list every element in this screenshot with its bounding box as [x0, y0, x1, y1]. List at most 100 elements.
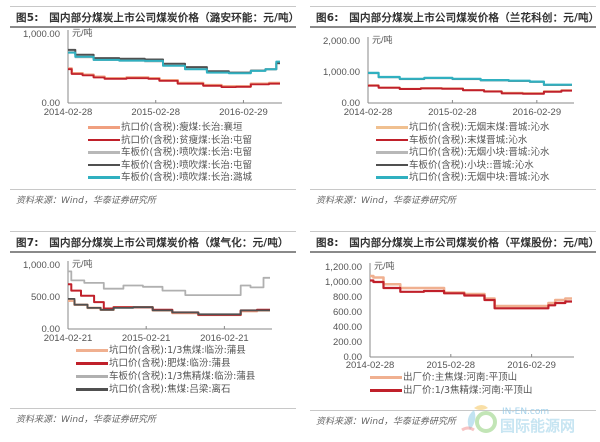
legend-item: 坑口价(含税):肥煤:临汾:蒲县	[76, 358, 231, 370]
source-note: 资料来源：Wind，华泰证券研究所	[16, 196, 156, 206]
y-tick-label: 800.00	[333, 292, 362, 303]
series-line-5	[368, 71, 572, 86]
series-line-3	[68, 51, 280, 75]
y-tick-label: 2,000.00	[323, 36, 360, 47]
legend-label: 抗口价(含税):瘦煤:长治:襄垣	[121, 122, 243, 133]
series-line-4	[68, 48, 280, 74]
legend-swatch	[376, 138, 408, 142]
watermark-logo: IN-EN.com 国际能源网	[460, 400, 590, 436]
y-tick-label: 400.00	[333, 322, 362, 333]
legend-item: 抗口价(含税):贫瘦煤:长治:屯留	[88, 135, 252, 147]
divider	[310, 251, 596, 253]
legend-label: 车板价(含税):喷吹煤:长治:屯留	[121, 147, 253, 158]
divider	[10, 251, 296, 253]
source-note: 资料来源：Wind，华泰证券研究所	[316, 196, 456, 206]
watermark-brand-cn: 国际能源网	[500, 417, 575, 435]
series-line-2	[368, 84, 572, 95]
y-tick-label: 0.00	[342, 98, 361, 109]
legend-swatch	[370, 389, 402, 392]
legend-label: 坑口价(含税):无烟末煤:晋城:沁水	[409, 122, 550, 133]
legend-swatch	[88, 126, 120, 129]
x-tick-label: 2016-02-29	[219, 107, 268, 118]
y-tick-label: 0.00	[42, 98, 61, 109]
legend-swatch	[88, 151, 120, 154]
x-tick-label: 2016-02-21	[200, 333, 249, 344]
source-note: 资料来源：Wind，华泰证券研究所	[316, 417, 456, 427]
divider	[10, 6, 296, 7]
chart-panel-fig5: 图5: 国内部分煤炭上市公司煤炭价格（潞安环能：元/吨） 元/吨 1,000.00…	[2, 2, 300, 217]
legend-item: 抗口价(含税):瘦煤:长治:襄垣	[88, 122, 243, 134]
x-tick-label: 2015-02-28	[426, 360, 475, 368]
series-line-3	[68, 270, 270, 296]
series-line-1	[370, 274, 572, 308]
legend-label: 坑口价(含税):无烟中块:晋城:沁水	[409, 172, 550, 183]
y-axis-unit-label: 元/吨	[374, 260, 395, 271]
divider	[10, 189, 296, 190]
y-tick-label: 1,000.00	[323, 67, 360, 78]
watermark-brand-en: IN-EN.com	[502, 407, 549, 417]
y-axis-unit-label: 元/吨	[72, 258, 93, 269]
legend-item: 坑口价(含税):无烟中块:晋城:沁水	[376, 172, 550, 184]
line-chart: 元/吨 1,200.00 1,000.00 800.00 600.00 400.00 200…	[325, 260, 574, 371]
chart-title: 图5: 国内部分煤炭上市公司煤炭价格（潞安环能：元/吨）	[16, 12, 300, 24]
series-line-2	[68, 68, 280, 88]
y-tick-label: 1,000.00	[23, 29, 60, 40]
y-tick-label: 1,000.00	[325, 277, 362, 288]
legend-label: 出厂价:1/3焦精煤:河南:平顶山	[403, 385, 533, 396]
divider	[10, 26, 296, 28]
legend-item: 出厂价:主焦煤:河南:平顶山	[370, 372, 517, 384]
legend-label: 出厂价:主焦煤:河南:平顶山	[403, 372, 518, 383]
legend-item: 坑口价(含税):焦煤:吕梁:离石	[76, 384, 231, 396]
legend-item: 车板价(含税):末煤晋城:沁水	[376, 135, 527, 147]
legend-swatch	[76, 375, 108, 378]
divider	[310, 26, 596, 28]
y-tick-label: 0.00	[344, 352, 363, 363]
legend-swatch	[376, 176, 408, 179]
series-line-2	[370, 279, 572, 310]
x-tick-label: 2016-02-29	[513, 107, 562, 118]
divider	[310, 189, 596, 190]
y-tick-label: 1,000.00	[23, 260, 60, 271]
legend-swatch	[88, 138, 120, 142]
legend-item: 车板价(含税):喷吹煤:长治:屯留	[88, 147, 252, 159]
divider	[310, 410, 596, 411]
y-tick-label: 500.00	[31, 292, 60, 303]
legend-swatch	[88, 176, 120, 179]
x-tick-label: 2014-02-28	[344, 107, 393, 118]
legend-label: 车板价(含税):小块::晋城:沁水	[409, 159, 534, 171]
legend-item: 坑口价(含税):无烟小块:晋城:沁水	[376, 147, 550, 159]
divider	[10, 408, 296, 409]
x-tick-label: 2014-02-28	[44, 107, 93, 118]
legend-item: 车板价(含税):喷吹煤:长治:屯留	[88, 160, 252, 172]
divider	[310, 231, 596, 232]
divider	[310, 6, 596, 7]
y-tick-label: 200.00	[333, 337, 362, 348]
legend-swatch	[88, 163, 120, 167]
source-note: 资料来源：Wind，华泰证券研究所	[16, 415, 156, 425]
legend-item: 车板价(含税):1/3焦精煤:临汾:蒲县	[76, 371, 255, 383]
legend-swatch	[376, 163, 408, 167]
x-tick-label: 2015-02-28	[131, 107, 180, 118]
legend-swatch	[76, 388, 108, 391]
series-line-1	[368, 84, 572, 95]
legend-label: 抗口价(含税):贫瘦煤:长治:屯留	[121, 134, 253, 146]
y-tick-label: 1,200.00	[325, 262, 362, 273]
chart-title: 图6: 国内部分煤炭上市公司煤炭价格（兰花科创：元/吨）	[316, 12, 600, 24]
x-tick-label: 2016-02-29	[507, 360, 556, 368]
x-tick-label: 2014-02-28	[346, 360, 395, 368]
series-line-4	[68, 298, 270, 316]
y-axis-unit-label: 元/吨	[72, 28, 93, 38]
legend-label: 坑口价(含税):无烟小块:晋城:沁水	[409, 147, 550, 158]
legend-item: 坑口价(含税):无烟末煤:晋城:沁水	[376, 122, 550, 134]
legend-swatch	[376, 126, 408, 129]
plot-area: 元/吨 1,000.00 500.00 0.00 2014-02-21 2015-02-2…	[2, 253, 298, 345]
series-line-5	[68, 51, 280, 75]
plot-area: 元/吨 2,000.00 1,000.00 0.00 2014-02-28 2015-02…	[302, 28, 598, 120]
y-tick-label: 600.00	[333, 307, 362, 318]
x-tick-label: 2015-02-21	[122, 333, 171, 344]
legend-swatch	[376, 151, 408, 154]
divider	[10, 231, 296, 232]
legend-label: 车板价(含税):1/3焦精煤:临汾:蒲县	[109, 371, 256, 382]
